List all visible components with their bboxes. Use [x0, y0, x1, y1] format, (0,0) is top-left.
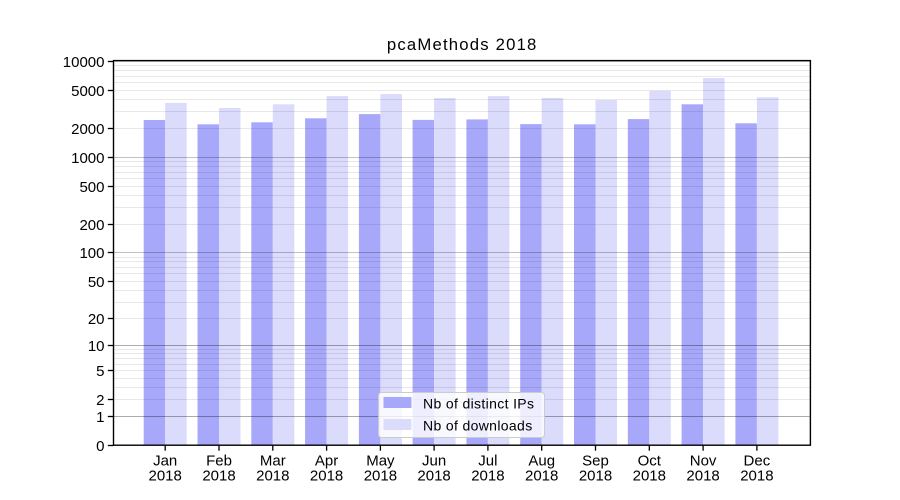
svg-text:2018: 2018 [417, 467, 450, 484]
svg-text:5000: 5000 [71, 83, 104, 100]
svg-text:May: May [366, 452, 395, 469]
svg-text:2018: 2018 [256, 467, 289, 484]
svg-text:Jul: Jul [478, 452, 497, 469]
svg-text:2000: 2000 [71, 121, 104, 138]
svg-text:2018: 2018 [740, 467, 773, 484]
svg-text:Apr: Apr [315, 452, 338, 469]
svg-text:2018: 2018 [633, 467, 666, 484]
svg-text:100: 100 [79, 245, 104, 262]
svg-text:200: 200 [79, 217, 104, 234]
svg-text:2018: 2018 [310, 467, 343, 484]
svg-text:2: 2 [96, 392, 104, 409]
svg-text:50: 50 [88, 274, 105, 291]
svg-text:0: 0 [96, 438, 104, 455]
svg-text:1: 1 [96, 409, 104, 426]
svg-text:pcaMethods 2018: pcaMethods 2018 [387, 35, 538, 54]
svg-text:Jan: Jan [153, 452, 177, 469]
svg-text:10: 10 [88, 338, 105, 355]
svg-text:2018: 2018 [525, 467, 558, 484]
svg-text:Sep: Sep [582, 452, 609, 469]
svg-text:Aug: Aug [528, 452, 555, 469]
svg-text:2018: 2018 [364, 467, 397, 484]
svg-text:Mar: Mar [260, 452, 286, 469]
svg-text:2018: 2018 [686, 467, 719, 484]
svg-text:Nb of distinct IPs: Nb of distinct IPs [423, 396, 534, 412]
svg-text:5: 5 [96, 363, 104, 380]
svg-text:Oct: Oct [638, 452, 662, 469]
svg-text:2018: 2018 [149, 467, 182, 484]
svg-text:10000: 10000 [63, 54, 105, 71]
svg-text:2018: 2018 [471, 467, 504, 484]
svg-text:20: 20 [88, 311, 105, 328]
svg-text:1000: 1000 [71, 150, 104, 167]
svg-text:500: 500 [79, 179, 104, 196]
svg-text:2018: 2018 [579, 467, 612, 484]
svg-text:Dec: Dec [744, 452, 771, 469]
svg-text:Nb of downloads: Nb of downloads [423, 418, 533, 434]
svg-text:Feb: Feb [206, 452, 232, 469]
svg-text:2018: 2018 [202, 467, 235, 484]
svg-text:Jun: Jun [422, 452, 446, 469]
svg-text:Nov: Nov [690, 452, 717, 469]
